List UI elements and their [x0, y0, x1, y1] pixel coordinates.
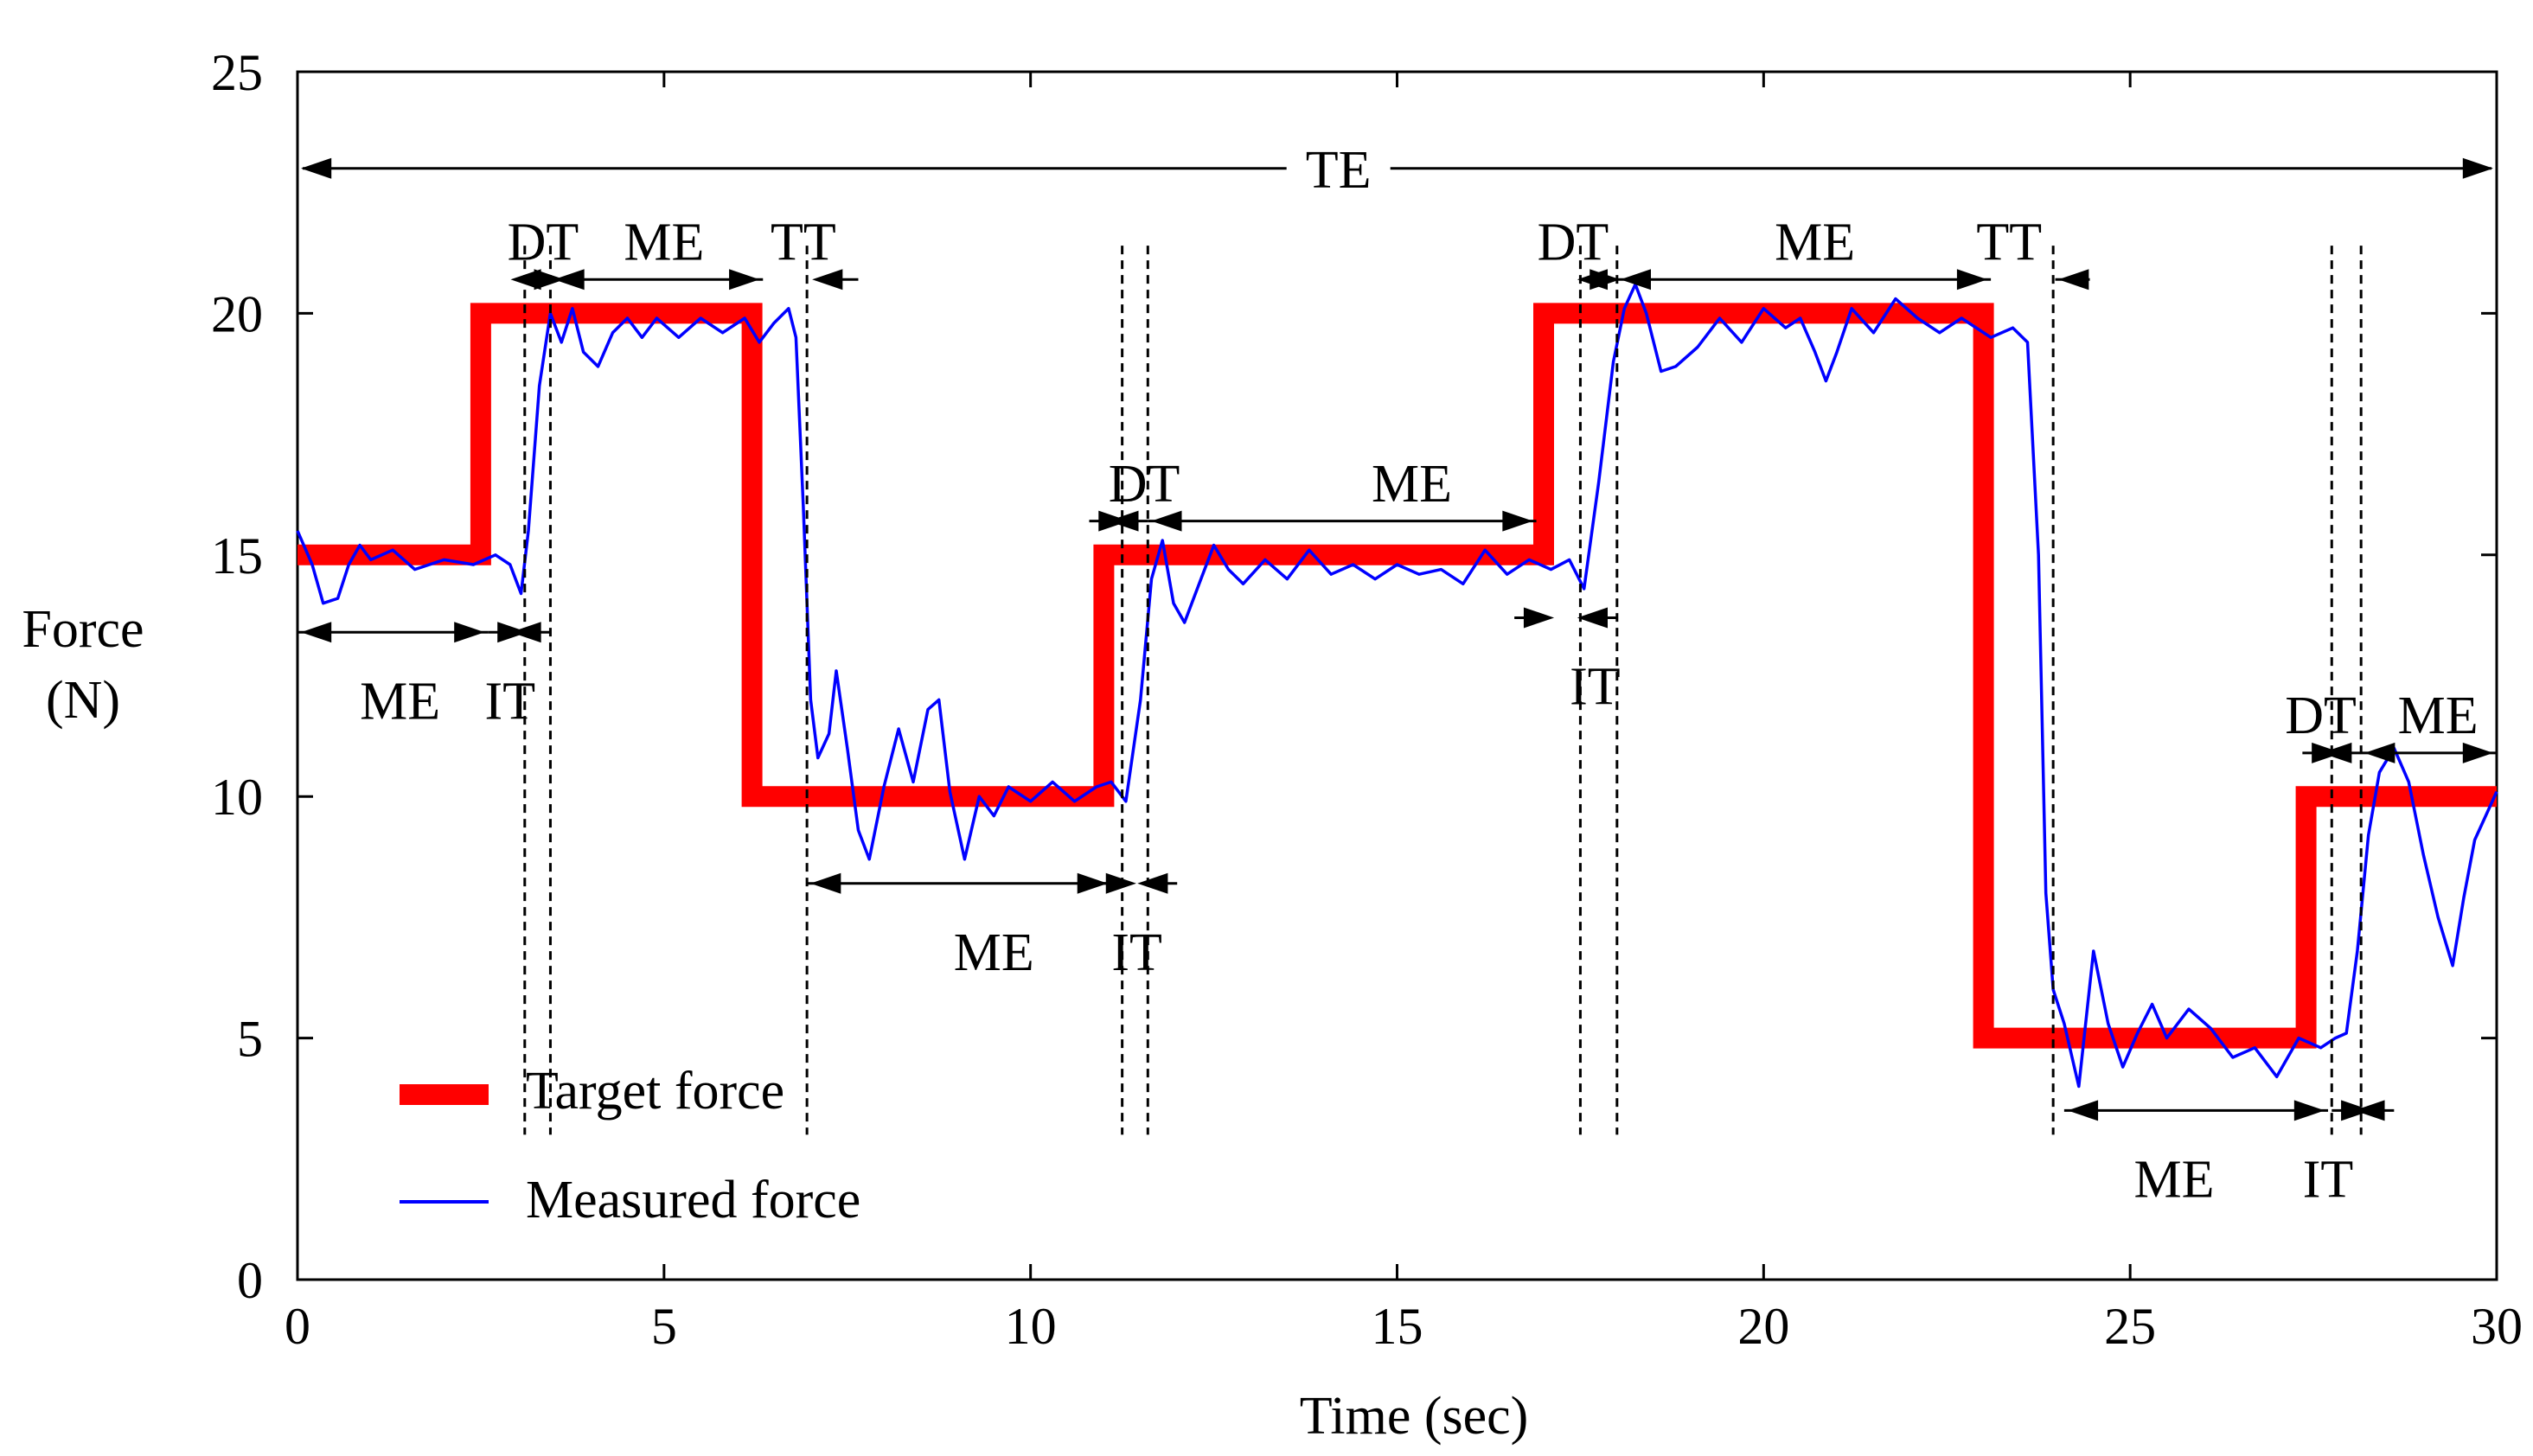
y-tick-label: 10 — [211, 769, 263, 826]
arrow-head — [301, 622, 332, 643]
target-force-series — [297, 303, 2497, 1049]
y-tick-label: 5 — [237, 1011, 263, 1068]
arrow-head — [510, 622, 541, 643]
x-tick-label: 30 — [2471, 1298, 2523, 1355]
arrow-head — [301, 157, 332, 179]
annotation-label: IT — [2303, 1151, 2354, 1210]
arrow-head — [1137, 872, 1168, 894]
arrow-head — [1502, 510, 1533, 532]
arrow-head — [2462, 157, 2493, 179]
annotation-label: ME — [954, 923, 1034, 982]
annotation-label: ME — [2398, 686, 2479, 745]
arrow-head — [1151, 510, 1182, 532]
x-tick-label: 0 — [285, 1298, 310, 1355]
measured-force-series — [296, 283, 2498, 1089]
arrow-head — [2354, 1100, 2385, 1121]
arrow-head — [510, 269, 541, 291]
annotation-label: DT — [1109, 455, 1180, 514]
annotation-label: ME — [624, 214, 704, 272]
annotation-label: ME — [1775, 214, 1855, 272]
x-tick-label: 15 — [1372, 1298, 1423, 1355]
arrow-head — [2293, 1100, 2325, 1121]
annotation-label: TE — [1306, 141, 1372, 200]
arrow-head — [454, 622, 485, 643]
annotation-label: DT — [2285, 686, 2357, 745]
x-tick-label: 10 — [1005, 1298, 1057, 1355]
arrow-head — [553, 269, 585, 291]
annotation-label: ME — [1372, 455, 1452, 514]
annotation-label: TT — [771, 214, 836, 272]
annotations: TE DT ME TT ME IT DT ME ME IT IT DT ME TT ME IT DT ME — [297, 141, 2497, 1210]
annotation-label: ME — [2134, 1151, 2215, 1210]
annotation-label: IT — [485, 672, 536, 731]
annotation-label: ME — [360, 672, 440, 731]
target-force-line — [297, 303, 2497, 1049]
arrow-head — [1108, 510, 1139, 532]
arrow-head — [2364, 742, 2395, 763]
y-tick-label: 0 — [237, 1252, 263, 1309]
legend-label-measured: Measured force — [526, 1171, 860, 1229]
y-tick-label: 15 — [211, 527, 263, 584]
arrow-head — [1956, 269, 1988, 291]
legend: Target force Measured force — [400, 1062, 860, 1229]
measured-force-line — [296, 283, 2498, 1089]
arrow-head — [2321, 742, 2352, 763]
arrow-head — [812, 269, 843, 291]
arrow-head — [1105, 872, 1136, 894]
arrow-head — [1077, 872, 1108, 894]
arrow-head — [2058, 269, 2089, 291]
annotation-label: IT — [1570, 658, 1621, 717]
annotation-label: DT — [1538, 214, 1609, 272]
arrow-head — [2462, 742, 2493, 763]
y-axis-title-line2: (N) — [46, 671, 120, 730]
y-tick-label: 20 — [211, 285, 263, 342]
arrow-head — [810, 872, 841, 894]
y-tick-label: 25 — [211, 44, 263, 101]
axis-ticks: 0 5 10 15 20 25 30 0 5 10 15 20 25 — [211, 44, 2523, 1355]
x-axis-title: Time (sec) — [1300, 1387, 1529, 1446]
annotation-label: IT — [1111, 923, 1162, 982]
y-axis-title-line1: Force — [22, 600, 144, 659]
annotation-label: DT — [508, 214, 579, 272]
arrow-head — [1577, 607, 1608, 629]
x-tick-label: 25 — [2104, 1298, 2156, 1355]
dashed-markers — [523, 246, 2363, 1135]
x-tick-label: 20 — [1737, 1298, 1789, 1355]
arrow-head — [729, 269, 760, 291]
arrow-head — [1523, 607, 1555, 629]
annotation-label: TT — [1976, 214, 2042, 272]
arrow-head — [1577, 269, 1608, 291]
arrow-head — [1620, 269, 1651, 291]
arrow-head — [2067, 1100, 2099, 1121]
x-tick-label: 5 — [651, 1298, 677, 1355]
legend-label-target: Target force — [526, 1062, 784, 1121]
